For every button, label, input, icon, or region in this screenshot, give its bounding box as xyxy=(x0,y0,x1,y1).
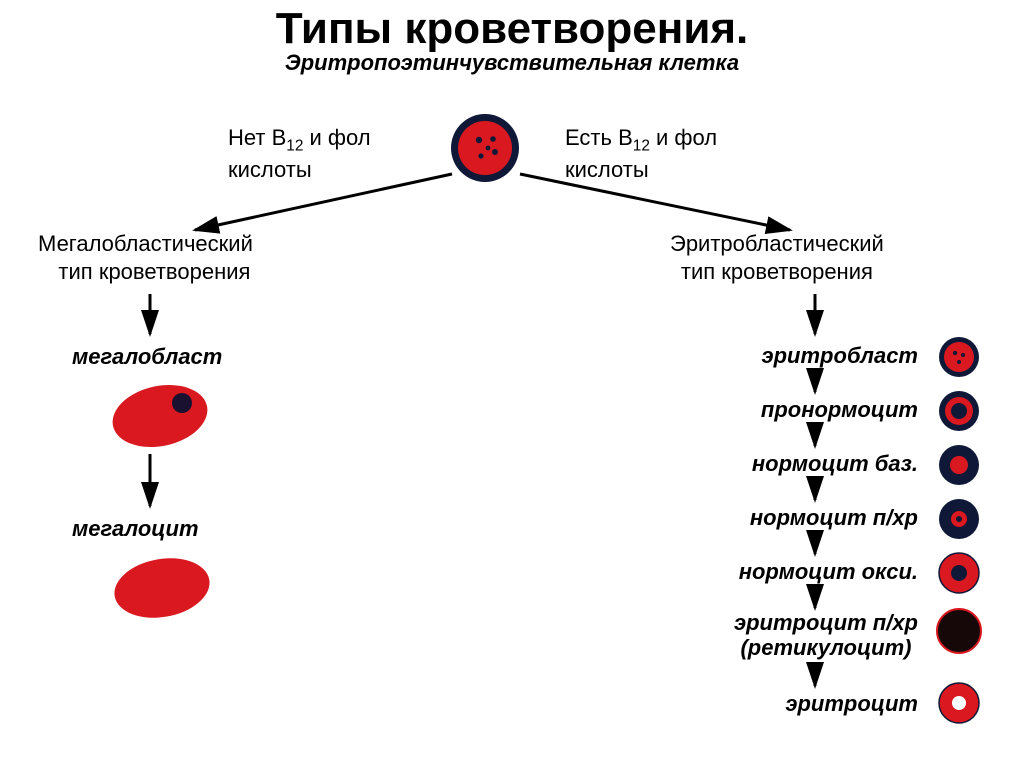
right-arrow-5 xyxy=(0,4,1024,771)
stage-label-6: эритроцит xyxy=(785,691,918,717)
stage-cell-6-icon xyxy=(936,680,982,726)
